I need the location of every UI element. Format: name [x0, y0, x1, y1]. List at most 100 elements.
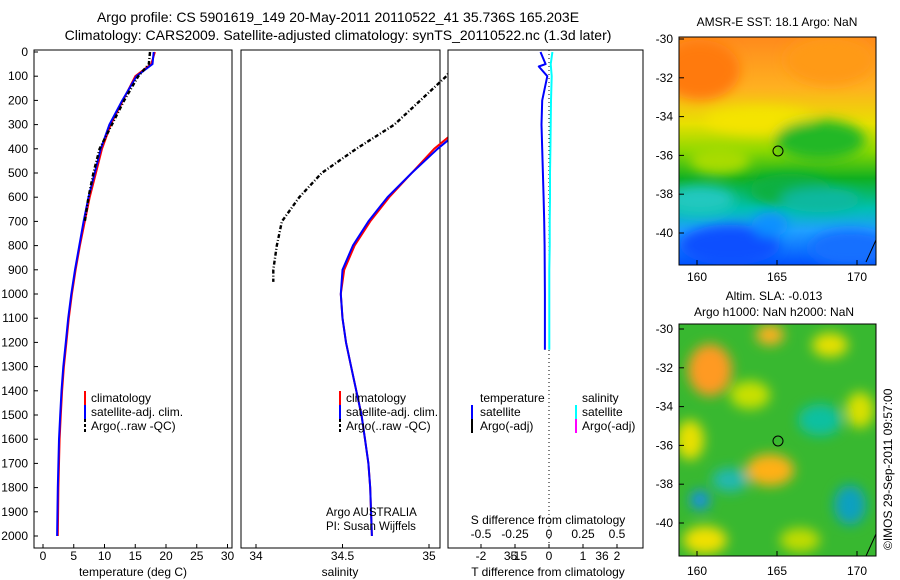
depth-tick-label: 1200	[1, 335, 28, 349]
map-x-tick-label: 160	[687, 270, 707, 284]
salinity-x-axis: 34 34.5 35 35.5 36	[249, 544, 609, 563]
map-x-tick-label: 160	[687, 564, 707, 578]
depth-tick-label: 1600	[1, 432, 28, 446]
depth-tick-label: 1800	[1, 481, 28, 495]
salinity-difference-tick-label: 0	[546, 527, 553, 541]
x-tick-label: -1	[510, 549, 521, 563]
map-y-tick-label: -34	[656, 110, 674, 124]
difference-panel: -2 -1 0 1 2 temperature satellite Argo(-adj)…	[447, 49, 644, 579]
x-tick-label: 5	[70, 549, 77, 563]
depth-tick-label: 400	[8, 142, 28, 156]
map-y-tick-label: -30	[656, 32, 674, 46]
legend-title-salinity: salinity	[582, 391, 619, 405]
argo-program-note: Argo AUSTRALIA	[326, 507, 417, 519]
depth-tick-label: 200	[8, 93, 28, 107]
depth-tick-label: 900	[8, 263, 28, 277]
temperature-profiles	[56, 51, 156, 537]
difference-profiles	[537, 51, 554, 350]
argo-position-marker	[772, 435, 784, 447]
argo-pi-note: PI: Susan Wijffels	[326, 521, 416, 533]
map-y-tick-label: -40	[656, 226, 674, 240]
x-tick-label: 35.5	[504, 549, 528, 563]
map-x-tick-label: 165	[767, 564, 787, 578]
map-y-tick-label: -38	[656, 477, 674, 491]
x-tick-label: 25	[190, 549, 204, 563]
map-y-tick-label: -32	[656, 71, 674, 85]
argo-position-marker	[772, 145, 784, 157]
depth-tick-label: 1400	[1, 384, 28, 398]
temperature-legend: climatology satellite-adj. clim. Argo(..…	[84, 391, 183, 433]
x-tick-label: 15	[129, 549, 143, 563]
legend-label-argo: Argo(..raw -QC)	[346, 419, 431, 433]
temperature-x-label: temperature (deg C)	[79, 565, 187, 579]
legend-label-argo: Argo(..raw -QC)	[91, 419, 176, 433]
depth-tick-label: 1900	[1, 505, 28, 519]
legend-label-t-satellite: satellite	[480, 405, 521, 419]
coastline-fragment	[865, 239, 877, 263]
depth-tick-label: 1300	[1, 360, 28, 374]
difference-legend-temperature: temperature satellite Argo(-adj)	[471, 391, 545, 433]
salinity-difference-tick-label: 0.5	[609, 527, 626, 541]
salinity-x-label: salinity	[322, 565, 359, 579]
temperature-panel: 0100200300400500600700800900100011001200…	[1, 45, 234, 579]
salinity-difference-tick-label: -0.5	[471, 527, 492, 541]
depth-tick-label: 800	[8, 239, 28, 253]
sla-map-title-line2: Argo h1000: NaN h2000: NaN	[694, 305, 854, 319]
x-tick-label: 1	[580, 549, 587, 563]
sst-y-axis: -30 -32 -34 -36 -38 -40	[656, 32, 684, 240]
coastline-fragment	[865, 533, 877, 557]
depth-tick-label: 0	[21, 45, 28, 59]
salinity-difference-tick-label: -0.25	[501, 527, 529, 541]
map-y-tick-label: -36	[656, 438, 674, 452]
map-y-tick-label: -40	[656, 516, 674, 530]
legend-label-s-satellite: satellite	[582, 405, 623, 419]
depth-tick-label: 500	[8, 166, 28, 180]
temperature-satellite-line	[56, 51, 155, 537]
map-y-tick-label: -38	[656, 187, 674, 201]
salinity-difference-label: S difference from climatology	[471, 513, 626, 527]
x-tick-label: -2	[476, 549, 487, 563]
header-title-line2: Climatology: CARS2009. Satellite-adjuste…	[65, 27, 612, 43]
map-y-tick-label: -32	[656, 361, 674, 375]
salinity-difference-satellite-line	[548, 51, 554, 350]
legend-label-t-argo: Argo(-adj)	[480, 419, 533, 433]
depth-tick-label: 300	[8, 118, 28, 132]
depth-tick-label: 1700	[1, 456, 28, 470]
legend-label-climatology: climatology	[91, 391, 151, 405]
x-tick-label: 20	[159, 549, 173, 563]
salinity-panel: 34 34.5 35 35.5 36 climatology satellite-adj…	[240, 49, 609, 579]
difference-x-axis: -2 -1 0 1 2	[476, 544, 621, 563]
map-x-tick-label: 170	[847, 270, 867, 284]
header-title-line1: Argo profile: CS 5901619_149 20-May-2011…	[97, 9, 579, 25]
legend-label-climatology: climatology	[346, 391, 406, 405]
temperature-difference-satellite-line	[537, 51, 549, 350]
x-tick-label: 34.5	[331, 549, 355, 563]
depth-tick-label: 100	[8, 69, 28, 83]
sst-map-title: AMSR-E SST: 18.1 Argo: NaN	[697, 15, 858, 29]
x-tick-label: 0	[40, 549, 47, 563]
sla-y-axis: -30 -32 -34 -36 -38 -40	[656, 322, 684, 530]
legend-title-temperature: temperature	[480, 391, 545, 405]
x-tick-label: 34	[249, 549, 263, 563]
sla-map: Altim. SLA: -0.013 Argo h1000: NaN h2000…	[656, 289, 877, 578]
temperature-plot-frame	[33, 49, 233, 549]
temperature-argo-line	[83, 51, 152, 222]
map-y-tick-label: -34	[656, 400, 674, 414]
sst-x-axis: 160 165 170	[687, 260, 867, 284]
sla-field	[679, 324, 876, 556]
x-tick-label: 35	[422, 549, 436, 563]
map-y-tick-label: -30	[656, 322, 674, 336]
sla-map-title-line1: Altim. SLA: -0.013	[726, 289, 823, 303]
depth-axis: 0 100 200 300 400 500 600 700 800 900 1000 1100 1200…	[1, 45, 38, 543]
x-tick-label: 30	[221, 549, 235, 563]
legend-label-satellite: satellite-adj. clim.	[346, 405, 438, 419]
depth-tick-label: 1100	[2, 311, 28, 325]
map-x-tick-label: 165	[767, 270, 787, 284]
salinity-legend: climatology satellite-adj. clim. Argo(..…	[339, 391, 438, 433]
depth-tick-label: 700	[8, 214, 28, 228]
legend-label-satellite: satellite-adj. clim.	[91, 405, 183, 419]
temperature-difference-label: T difference from climatology	[471, 565, 625, 579]
sst-map: AMSR-E SST: 18.1 Argo: NaN -30-32-34-36-…	[656, 15, 877, 284]
x-tick-label: 36	[595, 549, 609, 563]
depth-tick-label: 600	[8, 190, 28, 204]
